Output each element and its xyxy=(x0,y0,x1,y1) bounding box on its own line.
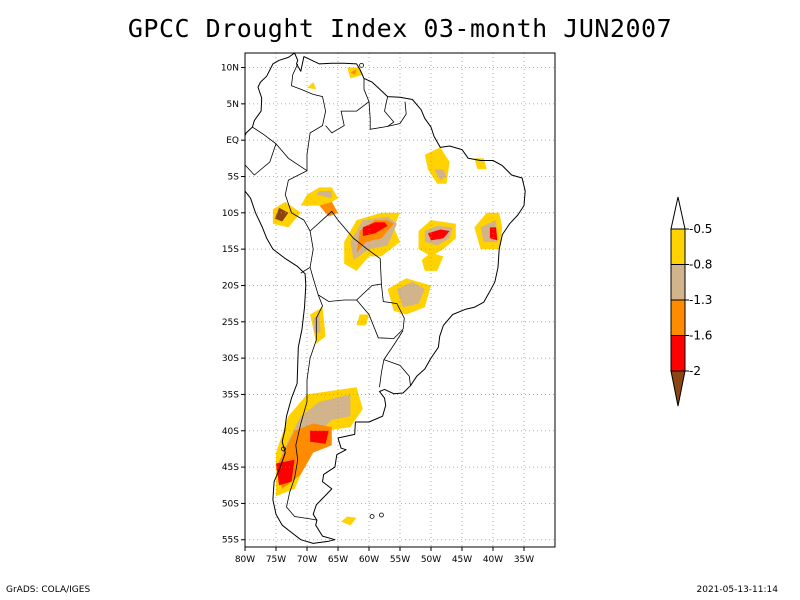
country-border xyxy=(325,101,370,134)
credit-text: GrADS: COLA/IGES xyxy=(6,585,91,595)
country-border xyxy=(245,126,277,176)
lon-tick-label: 35W xyxy=(514,555,534,565)
lat-tick-label: 10S xyxy=(222,209,239,219)
legend-band xyxy=(670,335,686,372)
drought-area-red xyxy=(489,227,498,241)
lon-tick-label: 50W xyxy=(421,555,441,565)
map-title: GPCC Drought Index 03-month JUN2007 xyxy=(127,14,673,43)
legend-colorbar: -0.5 -0.8 -1.3 -1.6 -2 xyxy=(670,196,712,407)
island-outline xyxy=(281,446,286,452)
legend-band-top xyxy=(670,196,686,230)
lat-tick-label: 25S xyxy=(222,318,239,328)
drought-area-tan xyxy=(396,281,425,308)
drought-area-red xyxy=(310,430,329,444)
legend-label: -1.6 xyxy=(689,329,712,343)
lon-tick-label: 45W xyxy=(452,555,472,565)
country-border xyxy=(309,210,382,302)
lat-tick-label: 20S xyxy=(222,281,239,291)
country-border xyxy=(387,101,407,127)
lat-tick-label: EQ xyxy=(226,136,239,146)
country-border xyxy=(363,78,370,102)
legend-band xyxy=(670,228,686,265)
continent-outline xyxy=(245,53,526,544)
country-border xyxy=(356,283,405,339)
lat-tick-label: 15S xyxy=(222,245,239,255)
drought-area-yellow xyxy=(307,82,317,90)
coastlines xyxy=(245,53,526,544)
island-outline xyxy=(369,514,375,519)
lat-tick-label: 5N xyxy=(227,100,239,110)
lat-tick-label: 40S xyxy=(222,427,239,437)
legend-label: -0.5 xyxy=(689,222,712,236)
lat-tick-label: 5S xyxy=(228,173,240,183)
drought-area-tan xyxy=(316,191,332,199)
legend-band-bottom xyxy=(670,370,686,407)
legend-band xyxy=(670,299,686,336)
lon-tick-label: 65W xyxy=(328,555,348,565)
lon-tick-label: 70W xyxy=(297,555,317,565)
lat-tick-label: 55S xyxy=(222,536,239,546)
drought-area-tan xyxy=(313,314,321,333)
lon-tick-label: 60W xyxy=(359,555,379,565)
lon-tick-label: 75W xyxy=(266,555,286,565)
lat-tick-label: 50S xyxy=(222,499,239,509)
lat-tick-label: 10N xyxy=(221,64,239,74)
legend-band xyxy=(670,264,686,301)
country-border xyxy=(383,330,404,360)
drought-area-tan xyxy=(434,169,447,181)
lon-tick-label: 40W xyxy=(483,555,503,565)
country-border xyxy=(286,294,323,521)
legend-label: -1.3 xyxy=(689,293,712,307)
country-border xyxy=(379,359,411,388)
drought-area-yellow xyxy=(341,516,357,526)
island-outline xyxy=(378,512,384,518)
country-border xyxy=(275,143,308,172)
drought-area-orange xyxy=(350,69,357,75)
lat-tick-label: 30S xyxy=(222,354,239,364)
timestamp-text: 2021-05-13-11:14 xyxy=(696,585,779,595)
island-outline xyxy=(359,62,364,68)
legend-label: -2 xyxy=(689,364,701,378)
drought-area-yellow xyxy=(421,252,444,271)
drought-area-yellow xyxy=(474,158,487,170)
lon-tick-label: 80W xyxy=(235,555,255,565)
drought-area-brown xyxy=(274,207,289,222)
drought-area-red xyxy=(427,229,450,241)
lon-tick-label: 55W xyxy=(390,555,410,565)
legend-label: -0.8 xyxy=(689,258,712,272)
drought-area-yellow xyxy=(356,314,369,326)
lat-tick-label: 35S xyxy=(222,390,239,400)
lat-tick-label: 45S xyxy=(222,463,239,473)
